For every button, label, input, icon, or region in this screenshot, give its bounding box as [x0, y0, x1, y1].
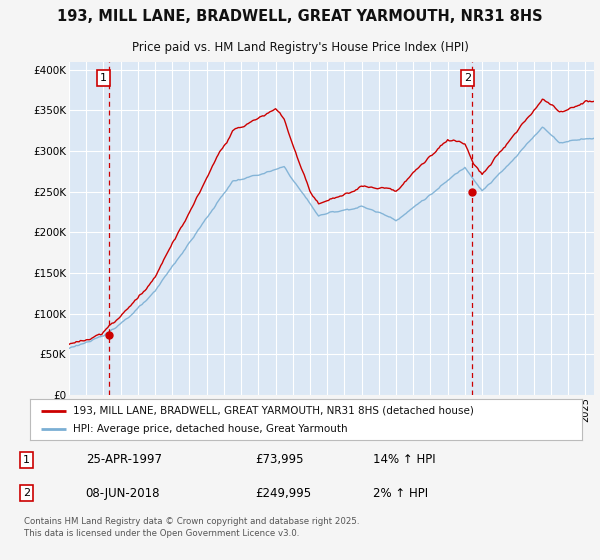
Text: 1: 1: [23, 455, 30, 465]
Text: 2: 2: [464, 73, 471, 83]
Text: 08-JUN-2018: 08-JUN-2018: [86, 487, 160, 500]
Text: 193, MILL LANE, BRADWELL, GREAT YARMOUTH, NR31 8HS (detached house): 193, MILL LANE, BRADWELL, GREAT YARMOUTH…: [73, 405, 474, 416]
Text: £73,995: £73,995: [255, 453, 304, 466]
Text: 1: 1: [100, 73, 107, 83]
Text: 14% ↑ HPI: 14% ↑ HPI: [373, 453, 436, 466]
Text: Price paid vs. HM Land Registry's House Price Index (HPI): Price paid vs. HM Land Registry's House …: [131, 41, 469, 54]
Text: £249,995: £249,995: [255, 487, 311, 500]
Text: 25-APR-1997: 25-APR-1997: [86, 453, 161, 466]
Text: 2% ↑ HPI: 2% ↑ HPI: [373, 487, 428, 500]
Text: Contains HM Land Registry data © Crown copyright and database right 2025.
This d: Contains HM Land Registry data © Crown c…: [23, 517, 359, 538]
Text: HPI: Average price, detached house, Great Yarmouth: HPI: Average price, detached house, Grea…: [73, 424, 347, 434]
Text: 193, MILL LANE, BRADWELL, GREAT YARMOUTH, NR31 8HS: 193, MILL LANE, BRADWELL, GREAT YARMOUTH…: [57, 9, 543, 24]
Text: 2: 2: [23, 488, 30, 498]
